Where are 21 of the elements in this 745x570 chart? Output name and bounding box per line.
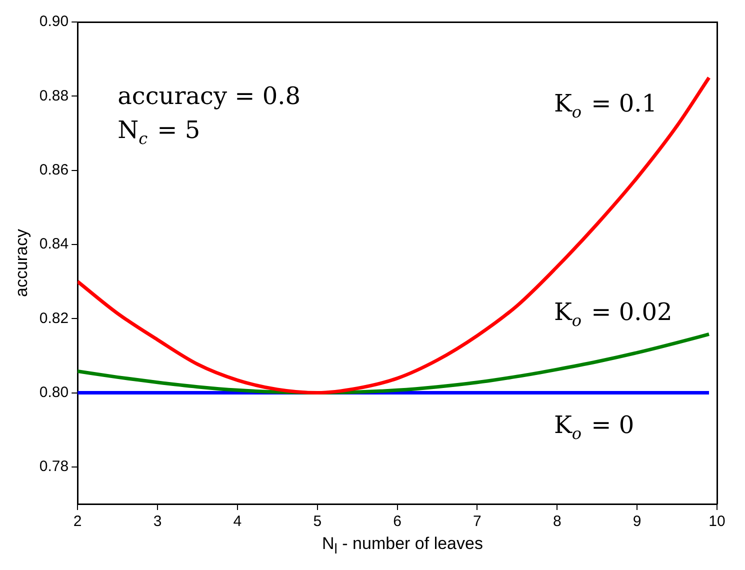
- x-tick-label: 2: [73, 513, 82, 530]
- y-tick-label: 0.86: [39, 161, 69, 178]
- x-axis-title: N$_{l}$ - number of leaves: [321, 534, 484, 558]
- x-tick-label: 3: [153, 513, 162, 530]
- annotation: accuracy = 0.8: [118, 82, 301, 110]
- x-tick-label: 9: [632, 513, 642, 530]
- x-tick-label: 6: [393, 513, 402, 530]
- y-tick-label: 0.82: [39, 310, 69, 327]
- y-tick-label: 0.78: [39, 458, 69, 476]
- y-tick-label: 0.90: [39, 13, 69, 30]
- y-tick-label: 0.84: [39, 236, 69, 253]
- x-tick-label: 5: [313, 513, 322, 530]
- line-series: [78, 332, 711, 395]
- x-tick-label: 7: [473, 513, 482, 530]
- y-tick-label: 0.80: [39, 384, 69, 401]
- x-tick-label: 8: [552, 513, 562, 530]
- y-tick-label: 0.88: [39, 87, 69, 104]
- y-axis-title: accuracy: [12, 228, 31, 298]
- x-tick-label: 4: [233, 513, 242, 530]
- x-tick-label: 10: [708, 513, 726, 530]
- line-series: [78, 76, 711, 395]
